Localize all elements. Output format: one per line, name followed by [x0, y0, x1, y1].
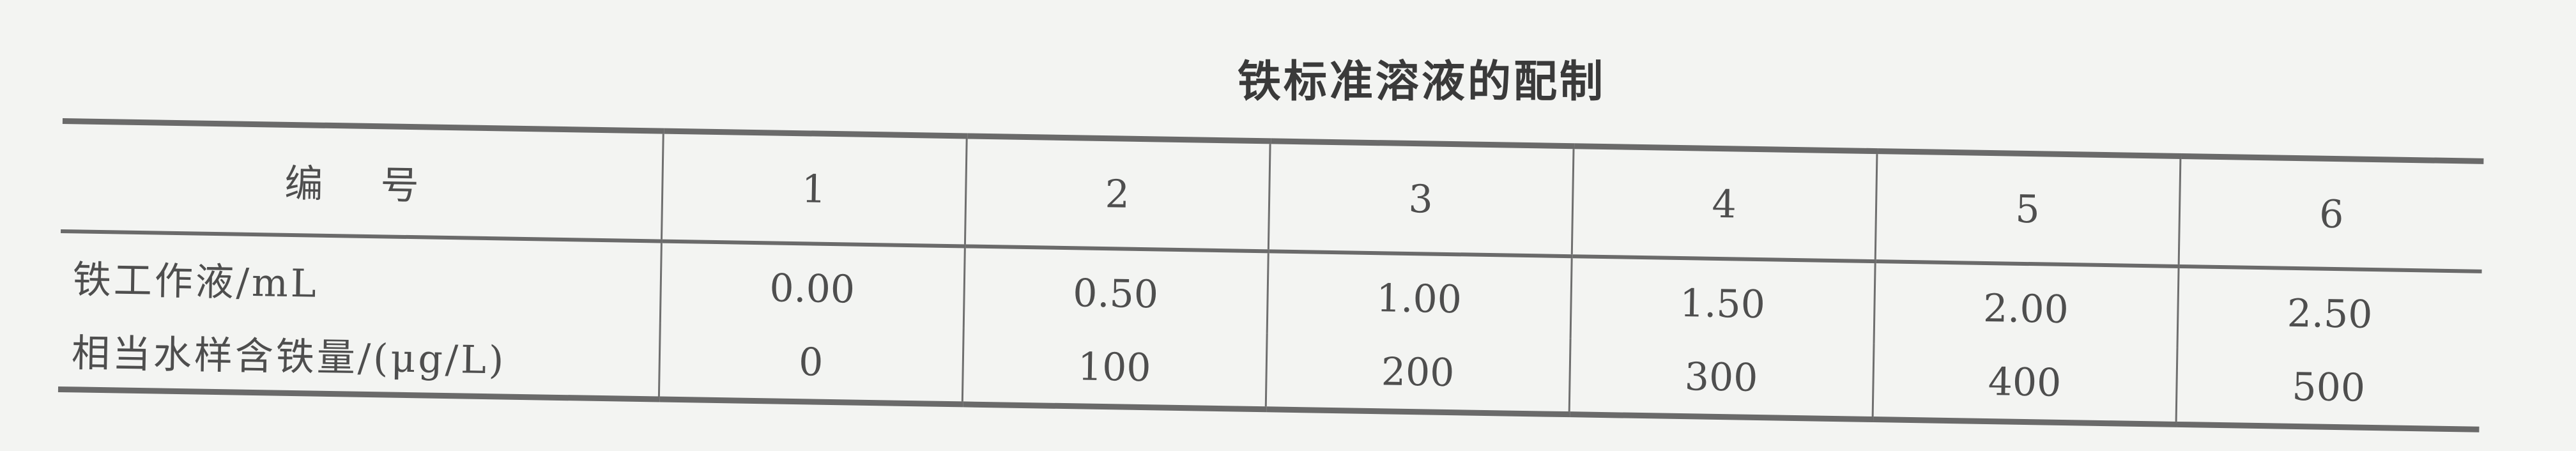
cell: 200 [1265, 333, 1570, 415]
cell: 400 [1872, 343, 2177, 425]
row-label: 相当水样含铁量/(μg/L) [57, 312, 660, 400]
column-header: 1 [661, 131, 967, 247]
column-header: 4 [1571, 146, 1877, 262]
column-header: 5 [1874, 151, 2181, 266]
table-title: 铁标准溶液的配制 [1237, 57, 1606, 107]
cell: 0 [658, 323, 963, 404]
cell: 1.50 [1570, 256, 1875, 344]
column-header: 3 [1268, 141, 1574, 257]
cell: 0.50 [963, 246, 1268, 333]
cell: 2.50 [2177, 266, 2482, 353]
iron-standard-table: 编号 1 2 3 4 5 6 铁工作液/mL 0.00 0.50 1.00 1.… [57, 118, 2484, 432]
column-header: 2 [964, 135, 1270, 252]
cell: 500 [2175, 348, 2481, 430]
cell: 100 [962, 328, 1267, 409]
cell: 2.00 [1873, 261, 2179, 348]
cell: 1.00 [1266, 251, 1572, 339]
cell: 0.00 [659, 241, 965, 328]
cell: 300 [1568, 338, 1874, 420]
row-label: 铁工作液/mL [72, 257, 319, 307]
column-header: 6 [2178, 156, 2484, 271]
header-label: 编号 [61, 121, 663, 241]
